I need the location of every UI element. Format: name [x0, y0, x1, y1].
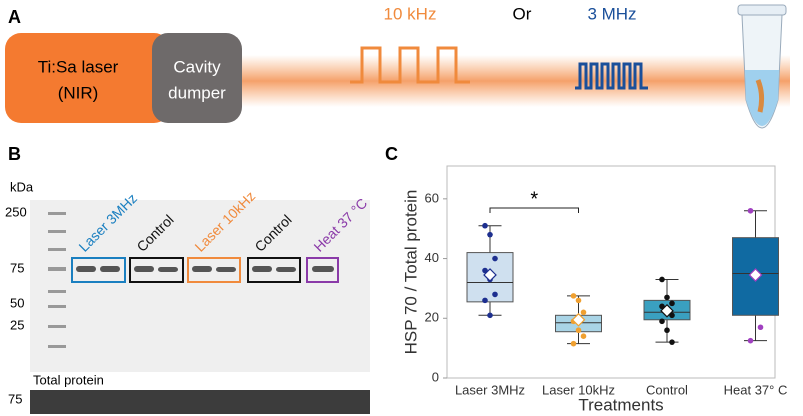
data-point — [482, 222, 488, 229]
laser-box — [5, 33, 170, 123]
marker-label: 250 — [5, 204, 27, 219]
data-point — [669, 339, 675, 345]
y-tick-label: 0 — [432, 369, 439, 384]
lane-box — [306, 257, 339, 283]
pulse-train — [575, 62, 648, 90]
x-tick-label: Heat 37° C — [724, 382, 788, 397]
data-point — [664, 327, 670, 334]
data-point — [664, 294, 670, 301]
data-point — [570, 340, 577, 347]
beam — [230, 55, 790, 107]
data-point — [492, 255, 498, 262]
rate-label: 3 MHz — [587, 4, 636, 23]
data-point — [575, 327, 582, 334]
total-blot — [30, 390, 370, 414]
data-point — [492, 291, 498, 298]
dumper-text: dumper — [168, 83, 226, 102]
data-point — [580, 309, 587, 316]
dumper-text: Cavity — [173, 57, 221, 76]
ladder — [48, 212, 66, 348]
data-point — [487, 231, 493, 238]
significance-bracket — [489, 207, 579, 213]
data-point — [487, 312, 493, 319]
panel-label: A — [8, 7, 21, 27]
y-tick-label: 60 — [425, 190, 439, 205]
tube-icon — [737, 4, 787, 129]
data-point — [669, 300, 675, 307]
lane-box — [187, 257, 241, 283]
mean-marker — [660, 303, 674, 318]
laser-text: (NIR) — [58, 83, 99, 102]
x-tick-label: Laser 3MHz — [455, 382, 525, 397]
y-axis-label: HSP 70 / Total protein — [401, 190, 420, 355]
laser-text: Ti:Sa laser — [38, 57, 119, 76]
panel-label: C — [385, 144, 398, 164]
marker-label: 25 — [10, 317, 24, 332]
data-point — [580, 333, 587, 339]
box — [466, 252, 514, 303]
marker-label: 75 — [8, 391, 22, 406]
data-point — [659, 276, 665, 283]
rate-label: 10 kHz — [384, 4, 437, 23]
pulse-train — [350, 46, 470, 84]
unit-label: kDa — [10, 179, 34, 194]
data-point — [570, 293, 577, 299]
y-tick-label: 20 — [425, 310, 439, 325]
mean-marker — [483, 268, 497, 282]
x-tick-label: Laser 10kHz — [542, 382, 615, 397]
y-tick-label: 40 — [425, 250, 439, 265]
total-label: Total protein — [33, 372, 104, 387]
mean-marker — [571, 312, 586, 327]
lane-box — [71, 257, 126, 283]
significance-label: * — [530, 188, 538, 210]
dumper-box — [152, 33, 242, 123]
or-label: Or — [513, 4, 532, 23]
data-point — [757, 324, 764, 331]
panel-label: B — [8, 144, 21, 164]
lane-box — [247, 257, 301, 283]
marker-label: 50 — [10, 295, 24, 310]
lane-box — [129, 257, 184, 283]
x-axis-label: Treatments — [578, 395, 663, 414]
x-tick-label: Control — [646, 382, 688, 397]
marker-label: 75 — [10, 260, 24, 275]
blot — [30, 200, 370, 372]
data-point — [575, 297, 582, 304]
bands — [76, 266, 334, 272]
data-point — [747, 207, 754, 214]
data-point — [659, 318, 665, 325]
data-point — [747, 337, 754, 344]
data-point — [482, 297, 488, 304]
mean-marker — [748, 268, 763, 282]
